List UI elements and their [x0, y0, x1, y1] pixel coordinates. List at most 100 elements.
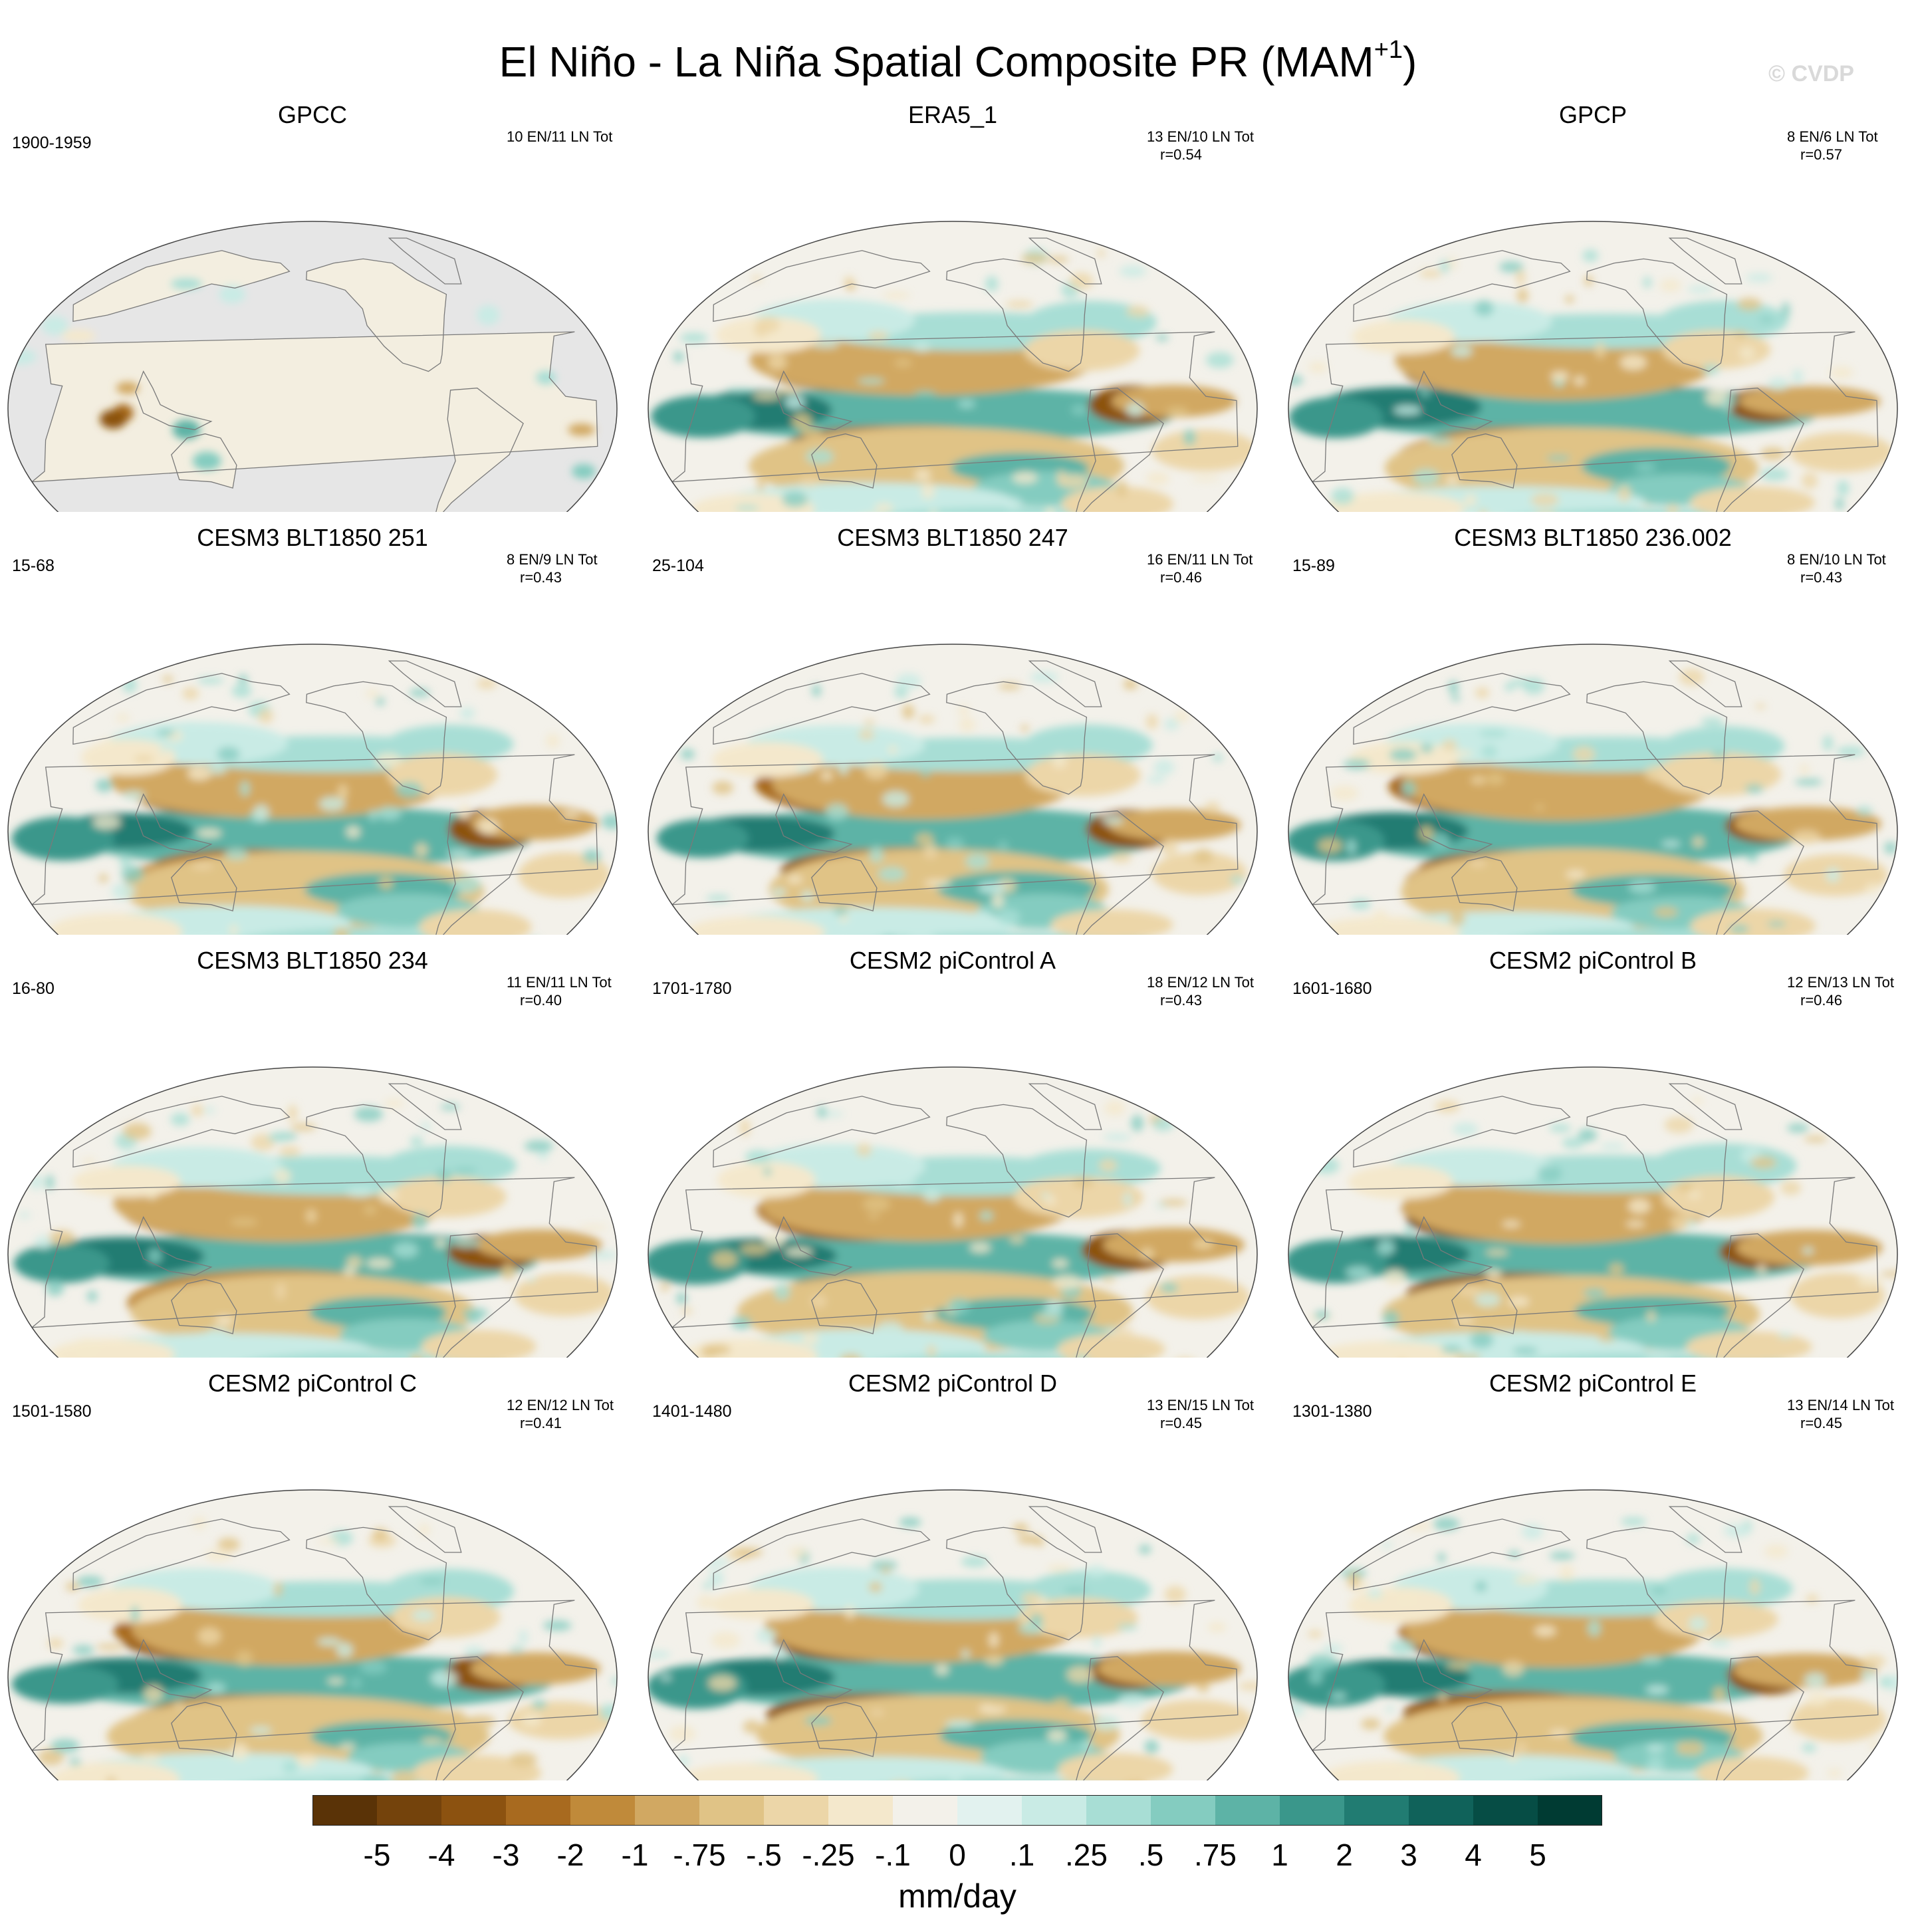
precip-anomaly — [282, 1760, 299, 1774]
precip-anomaly — [660, 1283, 670, 1291]
pattern-correlation: r=0.46 — [1800, 992, 1842, 1009]
precip-anomaly — [49, 1230, 75, 1245]
precip-anomaly — [1101, 1276, 1116, 1284]
panel-title: ERA5_1 — [907, 101, 998, 128]
precip-anomaly — [1441, 1345, 1463, 1354]
precip-anomaly — [1766, 921, 1786, 927]
precip-anomaly — [705, 806, 1163, 868]
event-count: 8 EN/6 LN Tot — [1787, 128, 1878, 145]
precip-anomaly — [957, 400, 976, 408]
pattern-correlation: r=0.43 — [1160, 992, 1202, 1009]
precip-anomaly — [752, 393, 782, 400]
precip-anomaly — [119, 854, 131, 868]
precip-anomaly — [421, 1330, 537, 1358]
colorbar-tick-label: -.5 — [746, 1838, 782, 1872]
precip-anomaly — [697, 1594, 715, 1610]
precip-anomaly — [287, 1104, 298, 1122]
precip-anomaly — [51, 1739, 80, 1753]
precip-anomaly — [1056, 469, 1066, 486]
precip-anomaly — [1367, 1588, 1383, 1599]
precip-anomaly — [477, 304, 500, 326]
precip-anomaly — [1131, 1114, 1143, 1132]
precip-anomaly — [1307, 1654, 1337, 1671]
pattern-correlation: r=0.43 — [520, 569, 562, 586]
precip-anomaly — [1005, 301, 1034, 308]
precip-anomaly — [1308, 1669, 1324, 1685]
colorbar-tick-label: -4 — [427, 1838, 455, 1872]
precip-anomaly — [1829, 366, 1854, 379]
precip-anomaly — [1737, 297, 1762, 311]
precip-anomaly — [61, 329, 96, 342]
precip-anomaly — [870, 1560, 898, 1570]
coastline — [171, 1701, 237, 1757]
precip-anomaly — [789, 1546, 808, 1558]
precip-anomaly — [452, 858, 463, 867]
precip-anomaly — [462, 1308, 489, 1318]
precip-anomaly — [882, 291, 911, 299]
precip-anomaly — [1792, 830, 1821, 844]
precip-anomaly — [388, 1176, 507, 1217]
precip-anomaly — [306, 862, 332, 872]
precip-anomaly — [706, 1344, 731, 1356]
precip-anomaly — [1166, 406, 1189, 417]
precip-anomaly — [1677, 1741, 1686, 1755]
precip-anomaly — [1760, 447, 1786, 461]
precip-anomaly — [1790, 432, 1893, 473]
precip-anomaly — [318, 796, 346, 812]
precip-anomaly — [281, 1725, 303, 1738]
coastline — [1586, 1104, 1728, 1218]
precip-anomaly — [1314, 1310, 1330, 1320]
precip-anomaly — [316, 1637, 341, 1646]
precip-anomaly — [1549, 1552, 1575, 1560]
precip-anomaly — [1420, 390, 1430, 398]
colorbar-box — [699, 1795, 764, 1826]
precip-anomaly — [708, 1570, 725, 1587]
precip-anomaly — [13, 1244, 110, 1283]
precip-anomaly — [326, 1677, 345, 1685]
precip-anomaly — [1689, 486, 1705, 493]
precip-anomaly — [1802, 1247, 1814, 1255]
precip-anomaly — [1842, 860, 1871, 869]
precip-anomaly — [507, 1701, 614, 1740]
precip-anomaly — [1161, 839, 1178, 856]
coastline — [811, 1701, 878, 1757]
precip-anomaly — [342, 1267, 356, 1276]
precip-anomaly — [1677, 1183, 1694, 1191]
precip-anomaly — [412, 1155, 433, 1171]
precip-anomaly — [98, 874, 108, 883]
precip-anomaly — [1308, 362, 1328, 373]
panel-period: 1900-1959 — [12, 134, 92, 152]
precip-anomaly — [1363, 1332, 1646, 1358]
precip-anomaly — [1566, 870, 1586, 879]
precip-anomaly — [868, 1582, 882, 1593]
panel-period: 25-104 — [652, 556, 704, 575]
coastline — [671, 331, 1239, 483]
precip-anomaly — [799, 477, 820, 487]
precip-anomaly — [224, 848, 248, 860]
precip-anomaly — [708, 1675, 737, 1691]
precip-anomaly — [792, 413, 812, 430]
precip-anomaly — [914, 469, 931, 481]
precip-anomaly — [1331, 487, 1354, 505]
precip-anomaly — [459, 707, 475, 720]
precip-anomaly — [1479, 729, 1508, 738]
precip-anomaly — [1393, 405, 1421, 416]
precip-anomaly — [1159, 1199, 1188, 1206]
event-count: 13 EN/10 LN Tot — [1147, 128, 1255, 145]
precip-anomaly — [1092, 1634, 1102, 1649]
precip-anomaly — [231, 684, 252, 698]
precip-anomaly — [923, 880, 952, 887]
panel-title: GPCP — [1558, 101, 1627, 128]
precip-anomaly — [274, 1582, 283, 1597]
precip-anomaly — [1314, 917, 1461, 935]
precip-anomaly — [1046, 1564, 1072, 1572]
precip-anomaly — [998, 683, 1021, 690]
panel-stats: 8 EN/9 LN Tot r=0.43 — [507, 550, 598, 586]
map-panel: CESM3 BLT1850 247 25-104 16 EN/11 LN Tot r=… — [647, 523, 1258, 935]
precip-anomaly — [1804, 1136, 1828, 1143]
precip-anomaly — [1596, 342, 1605, 359]
precip-anomaly — [1588, 1620, 1601, 1637]
precip-anomaly — [1322, 492, 1465, 512]
precip-anomaly — [1020, 1592, 1041, 1605]
precip-anomaly — [935, 1664, 949, 1675]
